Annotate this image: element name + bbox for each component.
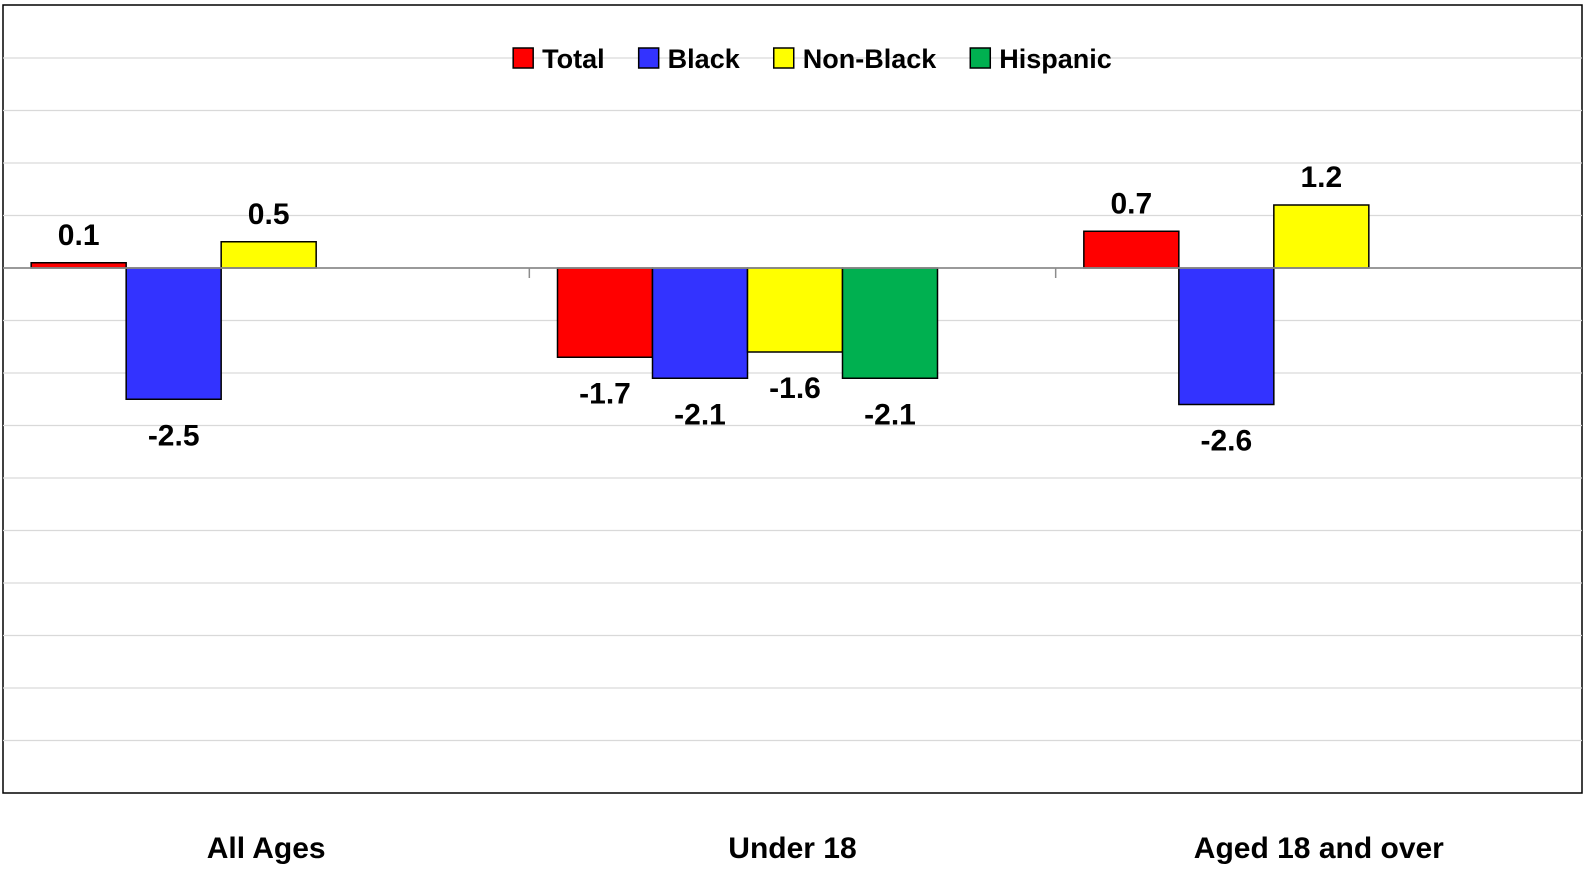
- category-label: Aged 18 and over: [1194, 832, 1444, 865]
- data-label: 1.2: [1300, 161, 1342, 194]
- bar-hispanic-2: [841, 267, 939, 379]
- bar-non-black-1: [220, 241, 317, 269]
- legend-label-total: Total: [542, 44, 605, 74]
- legend-swatch-hispanic: [969, 47, 992, 69]
- data-label: -1.7: [579, 377, 631, 410]
- bar-non-black-3: [1273, 204, 1370, 269]
- legend-label-black: Black: [668, 44, 741, 74]
- legend-label-non-black: Non-Black: [803, 44, 938, 74]
- legend-label-hispanic: Hispanic: [999, 44, 1112, 74]
- bar-total-3: [1083, 230, 1180, 269]
- category-label: Under 18: [728, 832, 856, 865]
- data-label: -2.5: [148, 419, 200, 452]
- bar-total-2: [556, 267, 654, 358]
- data-label: -2.6: [1200, 425, 1252, 458]
- bar-black-1: [125, 267, 222, 400]
- data-label: -1.6: [769, 372, 821, 405]
- data-label: 0.5: [248, 198, 290, 231]
- data-label: 0.7: [1110, 187, 1152, 220]
- data-label: 0.1: [58, 219, 100, 252]
- plot-area: [2, 4, 1583, 794]
- legend-swatch-total: [512, 47, 534, 69]
- bar-black-3: [1178, 267, 1275, 406]
- data-label: -2.1: [864, 398, 916, 431]
- category-label: All Ages: [207, 832, 326, 865]
- bar-non-black-2: [746, 267, 844, 353]
- bar-black-2: [651, 267, 749, 379]
- data-label: -2.1: [674, 398, 726, 431]
- legend-swatch-black: [637, 47, 660, 69]
- legend-swatch-non-black: [772, 47, 795, 69]
